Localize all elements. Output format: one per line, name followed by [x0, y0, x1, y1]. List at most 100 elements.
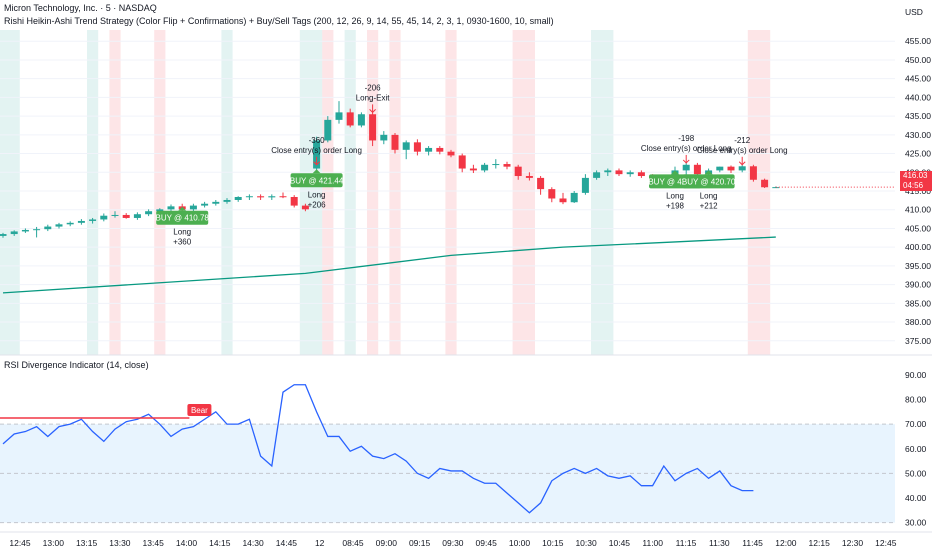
candle-body	[89, 219, 97, 221]
candle-46	[514, 164, 522, 180]
session-band-10	[445, 30, 457, 355]
candle-24	[268, 194, 276, 200]
candle-5	[55, 222, 63, 229]
price-gridlines	[0, 40, 895, 342]
rsi-tick-label: 80.00	[905, 395, 927, 405]
candle-body	[369, 114, 377, 141]
ema-200-line	[2, 236, 776, 294]
candle-body	[324, 119, 332, 141]
candle-body	[693, 164, 701, 175]
price-tick-label: 380.00	[905, 317, 931, 327]
rsi-panel: Bear	[0, 384, 895, 524]
candle-35	[391, 132, 399, 154]
exit-note: Long-Exit	[356, 93, 391, 102]
buy-tag-label: BUY @ 421.44	[290, 176, 344, 185]
candle-body	[380, 134, 388, 141]
price-tick-label: 385.00	[905, 298, 931, 308]
buy-arrow-icon	[704, 170, 713, 175]
buy-tag-box	[290, 173, 343, 188]
candle-body	[268, 196, 276, 198]
price-tick-label: 445.00	[905, 74, 931, 84]
buy-tag-note: Long	[173, 228, 191, 237]
candle-56	[626, 170, 634, 177]
time-tick-label: 11:15	[676, 538, 697, 548]
session-band-11	[512, 30, 535, 355]
candle-body	[749, 166, 757, 180]
candle-54	[604, 168, 612, 177]
candle-68	[761, 178, 769, 189]
candle-body	[234, 196, 242, 200]
time-tick-label: 09:45	[476, 538, 498, 548]
session-band-3	[154, 30, 166, 355]
candle-body	[626, 172, 634, 175]
candle-body	[122, 214, 130, 218]
time-tick-label: 09:30	[442, 538, 464, 548]
candle-50	[559, 192, 567, 205]
candle-9	[100, 213, 108, 222]
time-tick-label: 13:45	[143, 538, 165, 548]
candle-body	[525, 176, 533, 178]
exit-note: Close entry(s) order Long	[641, 144, 732, 153]
candle-33	[369, 112, 377, 147]
price-tick-label: 400.00	[905, 242, 931, 252]
candle-0	[0, 232, 7, 238]
candle-body	[436, 147, 444, 152]
time-tick-label: 12:00	[775, 538, 797, 548]
candle-body	[492, 164, 500, 166]
candle-body	[156, 209, 164, 212]
candle-47	[525, 172, 533, 181]
candle-62	[693, 162, 701, 177]
candle-body	[604, 170, 612, 173]
buy-tag-note: +360	[173, 238, 192, 247]
candle-body	[66, 222, 74, 225]
candle-body	[548, 189, 556, 199]
buy-arrow-icon	[178, 206, 187, 211]
candle-7	[77, 219, 85, 225]
price-badge-value: 416.03	[903, 171, 928, 180]
session-band-6	[322, 30, 334, 355]
time-tick-label: 10:15	[542, 538, 564, 548]
rsi-tick-label: 50.00	[905, 468, 927, 478]
price-tick-label: 450.00	[905, 55, 931, 65]
candle-3	[33, 226, 41, 238]
session-band-12	[591, 30, 614, 355]
candle-body	[290, 196, 298, 206]
time-tick-label: 12:45	[9, 538, 31, 548]
candle-6	[66, 221, 74, 227]
exit-note: -206	[365, 83, 382, 92]
price-badge-countdown: 04:56	[903, 181, 924, 190]
candle-52	[581, 174, 589, 195]
candle-body	[570, 192, 578, 203]
time-tick-label: 11:00	[642, 538, 663, 548]
session-band-0	[0, 30, 20, 355]
candle-4	[44, 224, 52, 232]
candle-body	[33, 229, 41, 231]
candle-body	[167, 206, 175, 210]
candle-body	[738, 166, 746, 171]
candle-51	[570, 191, 578, 203]
time-tick-label: 10:45	[609, 538, 631, 548]
buy-tag-note: Long	[700, 191, 718, 200]
candle-15	[167, 204, 175, 212]
time-tick-label: 09:15	[409, 538, 431, 548]
session-band-1	[87, 30, 99, 355]
price-tick-label: 395.00	[905, 261, 931, 271]
candle-body	[212, 201, 220, 204]
candle-body	[481, 164, 489, 171]
candle-57	[637, 170, 645, 178]
exit-note: -360	[309, 136, 326, 145]
candle-body	[55, 224, 63, 227]
candle-13	[145, 209, 153, 217]
candle-body	[727, 166, 735, 171]
price-tick-label: 410.00	[905, 205, 931, 215]
candle-34	[380, 131, 388, 145]
candle-body	[637, 172, 645, 177]
session-band-4	[221, 30, 233, 355]
time-tick-label: 14:30	[242, 538, 264, 548]
exit-arrowhead	[738, 161, 746, 166]
candle-body	[301, 205, 309, 210]
candle-body	[10, 231, 18, 235]
